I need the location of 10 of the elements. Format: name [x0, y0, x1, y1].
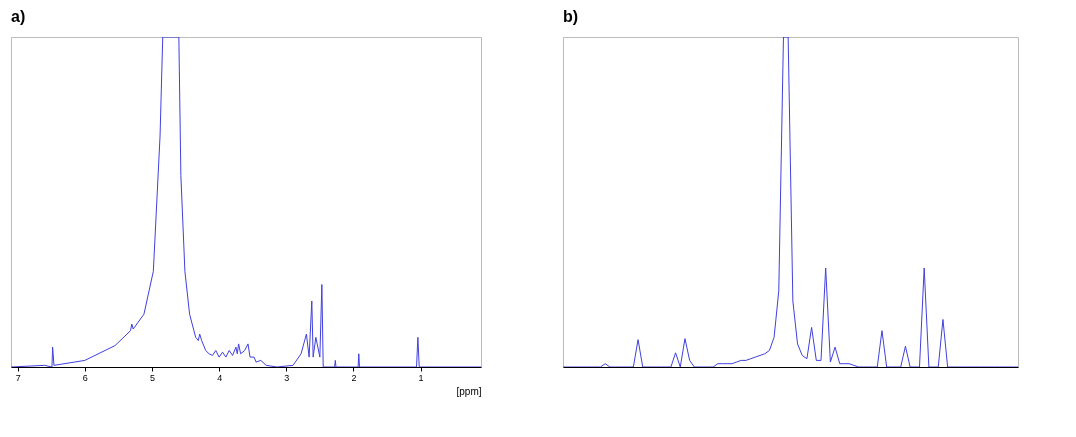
x-tick-label: 6: [82, 372, 88, 383]
chart-title: b): [563, 8, 579, 25]
x-tick-label: 7: [15, 372, 21, 383]
x-tick-label: 1: [418, 372, 424, 383]
chart-title: a): [11, 8, 26, 25]
x-tick-label: 3: [284, 372, 290, 383]
x-tick-label: 5: [149, 372, 156, 383]
x-tick-label: 2: [351, 372, 357, 383]
x-axis-title: [ppm]: [456, 385, 482, 397]
x-tick-label: 4: [217, 372, 223, 383]
